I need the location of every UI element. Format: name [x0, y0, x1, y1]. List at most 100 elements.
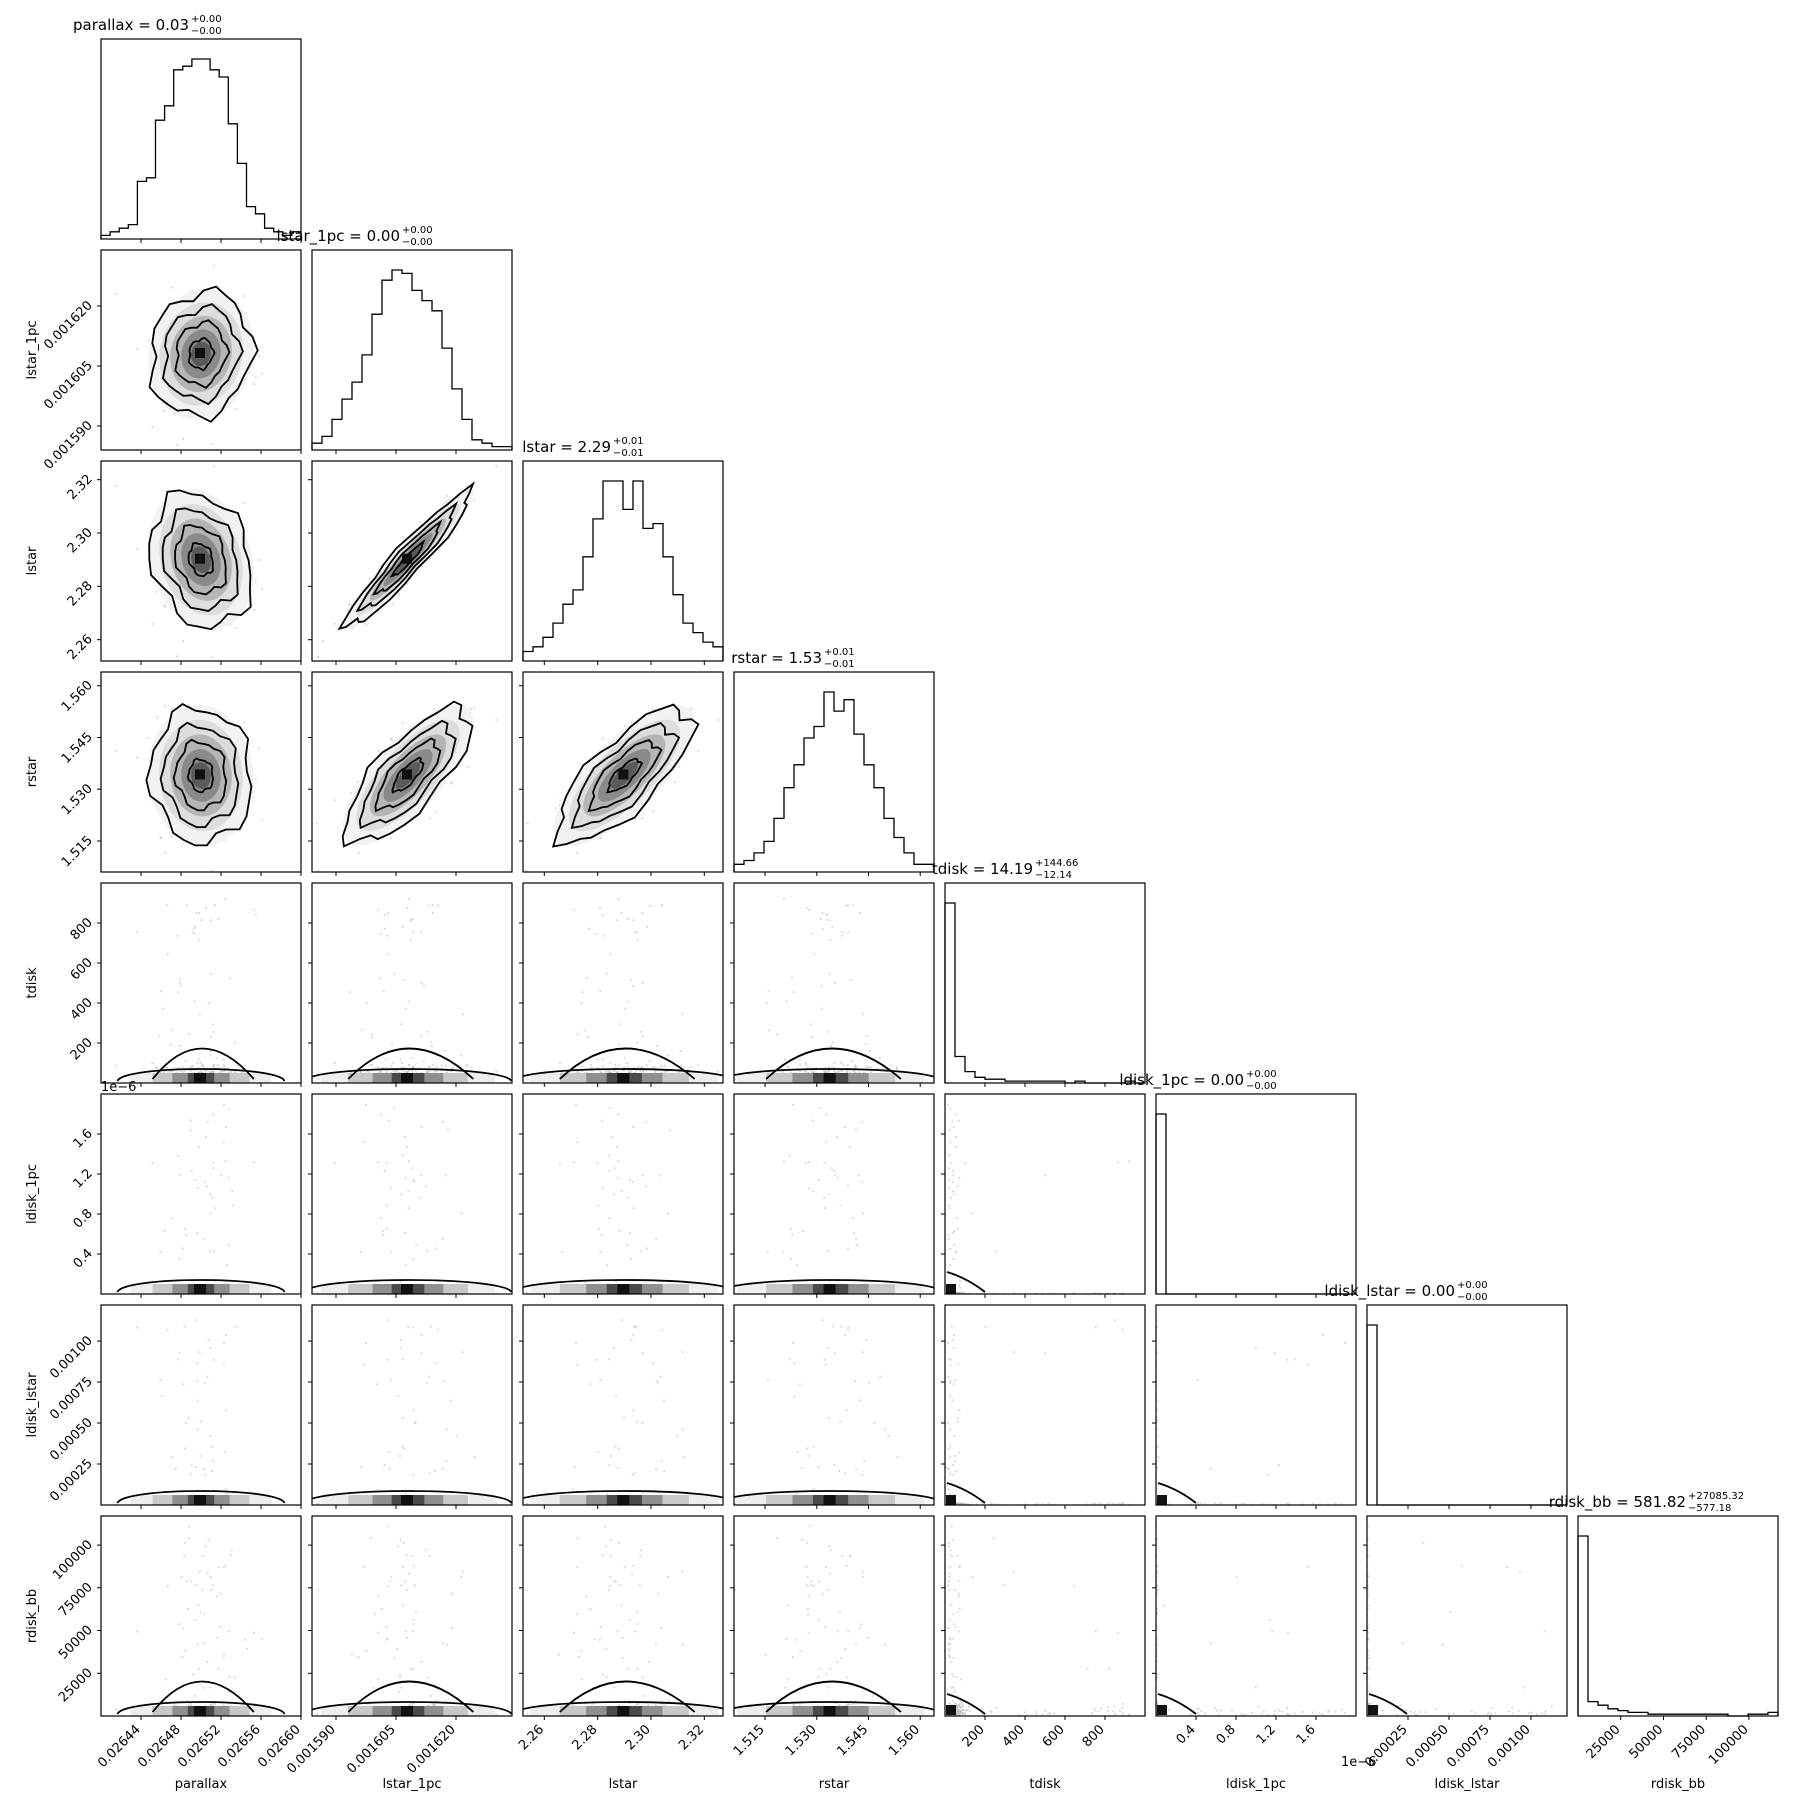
sample-point	[575, 1104, 577, 1106]
sample-point	[198, 1146, 200, 1148]
sample-point	[225, 1126, 227, 1128]
scatter-parallax-tdisk	[115, 898, 263, 1083]
sample-point	[467, 1064, 469, 1066]
sample-point	[210, 656, 212, 658]
sample-point	[613, 1193, 615, 1195]
sample-point	[253, 909, 255, 911]
sample-point	[316, 655, 318, 657]
sample-point	[630, 1258, 632, 1260]
sample-point	[842, 931, 844, 933]
sample-point	[386, 1228, 388, 1230]
sample-point	[214, 1207, 216, 1209]
sample-point	[148, 737, 150, 739]
sample-point	[390, 1251, 392, 1253]
sample-point	[836, 1136, 838, 1138]
sample-point	[455, 529, 457, 531]
sample-point	[640, 1031, 642, 1033]
scatter-lstar-ldisk_1pc	[526, 1104, 720, 1295]
sample-point	[717, 719, 719, 721]
sample-point	[841, 935, 843, 937]
sample-point	[590, 1064, 592, 1066]
sample-point	[390, 837, 392, 839]
sample-point	[855, 1066, 857, 1068]
sample-point	[611, 1136, 613, 1138]
sample-point	[474, 499, 476, 501]
sample-point	[393, 1107, 395, 1109]
sample-point	[617, 898, 619, 900]
sample-point	[163, 1230, 165, 1232]
sample-point	[435, 810, 437, 812]
sample-point	[470, 708, 472, 710]
sample-point	[160, 990, 162, 992]
sample-point	[995, 1250, 997, 1252]
sample-point	[213, 1162, 215, 1164]
sample-point	[576, 1141, 578, 1143]
sample-point	[382, 990, 384, 992]
sample-point	[400, 1023, 402, 1025]
sample-point	[793, 991, 795, 993]
sample-point	[188, 1033, 190, 1035]
sample-point	[148, 339, 150, 341]
sample-point	[393, 973, 395, 975]
sample-point	[641, 818, 643, 820]
sample-point	[663, 1071, 665, 1073]
sample-point	[626, 1244, 628, 1246]
sample-point	[827, 1031, 829, 1033]
sample-point	[958, 1120, 960, 1122]
sample-point	[115, 293, 117, 295]
sample-point	[151, 1162, 153, 1164]
sample-point	[420, 1035, 422, 1037]
sample-point	[444, 1050, 446, 1052]
sample-point	[834, 1174, 836, 1176]
sample-point	[659, 1174, 661, 1176]
sample-point	[845, 905, 847, 907]
sample-point	[151, 426, 153, 428]
sample-point	[821, 1008, 823, 1010]
sample-point	[652, 810, 654, 812]
sample-point	[387, 953, 389, 955]
sample-point	[831, 1167, 833, 1169]
sample-point	[559, 799, 561, 801]
sample-point	[627, 1197, 629, 1199]
sample-point	[952, 1174, 954, 1176]
sample-point	[410, 939, 412, 941]
sample-point	[608, 1154, 610, 1156]
sample-point	[198, 912, 200, 914]
sample-point	[852, 904, 854, 906]
sample-point	[656, 1045, 658, 1047]
sample-point	[847, 1248, 849, 1250]
sample-point	[377, 909, 379, 911]
sample-point	[179, 1045, 181, 1047]
sample-point	[649, 1060, 651, 1062]
sample-point	[214, 904, 216, 906]
sample-point	[850, 979, 852, 981]
sample-point	[861, 1121, 863, 1123]
sample-point	[195, 912, 197, 914]
sample-point	[856, 1244, 858, 1246]
sample-point	[184, 1228, 186, 1230]
sample-point	[839, 1204, 841, 1206]
sample-point	[812, 1190, 814, 1192]
sample-point	[669, 1129, 671, 1131]
sample-point	[411, 1167, 413, 1169]
sample-point	[852, 1217, 854, 1219]
sample-point	[833, 1170, 835, 1172]
sample-point	[827, 1193, 829, 1195]
scatter-rstar-tdisk	[715, 898, 942, 1083]
sample-point	[651, 709, 653, 711]
sample-point	[360, 1251, 362, 1253]
sample-point	[255, 376, 257, 378]
sample-point	[642, 1070, 644, 1072]
sample-point	[446, 495, 448, 497]
sample-point	[955, 1136, 957, 1138]
sample-point	[632, 1181, 634, 1183]
sample-point	[617, 1177, 619, 1179]
sample-point	[411, 1066, 413, 1068]
sample-point	[820, 918, 822, 920]
sample-point	[212, 1023, 214, 1025]
sample-point	[386, 1162, 388, 1164]
sample-point	[834, 982, 836, 984]
sample-point	[674, 781, 676, 783]
sample-point	[847, 1064, 849, 1066]
sample-point	[358, 852, 360, 854]
